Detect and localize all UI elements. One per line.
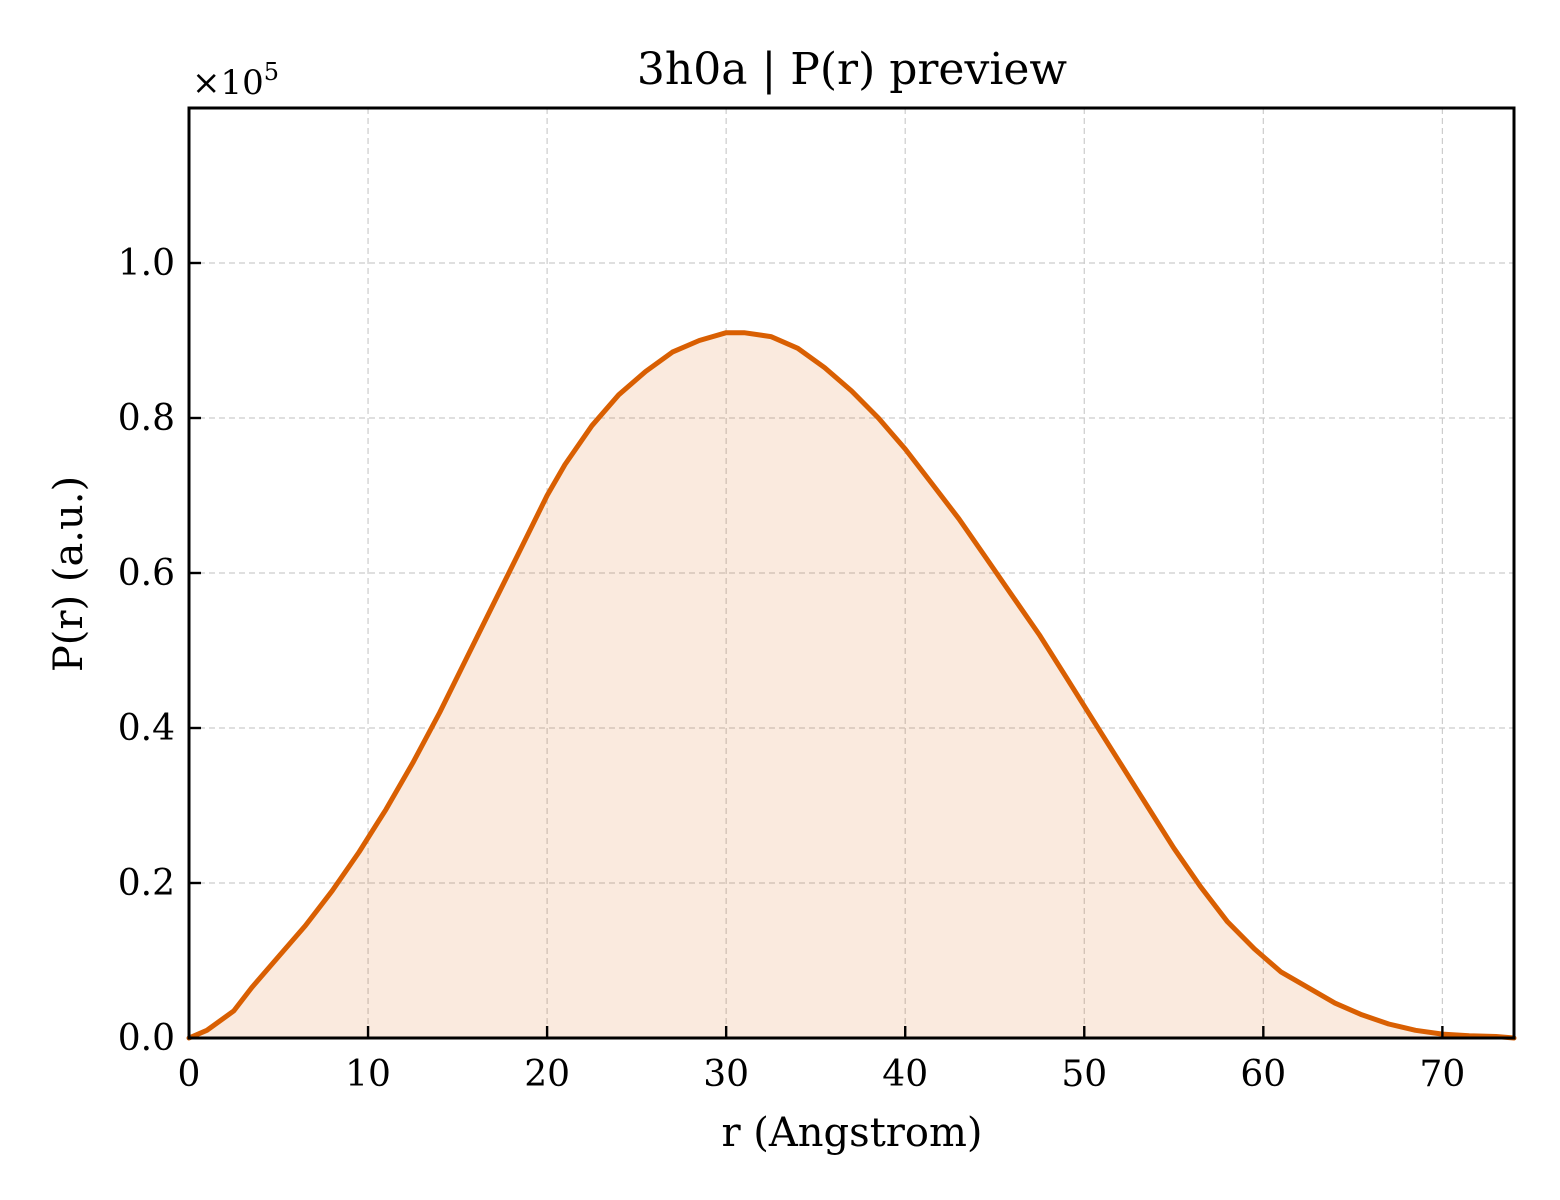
y-tick-label: 0.4 bbox=[118, 708, 175, 749]
y-ticks: 0.0 0.2 0.4 0.6 0.8 1.0 bbox=[118, 243, 201, 1059]
x-tick-label: 60 bbox=[1240, 1054, 1286, 1095]
y-tick-label: 0.8 bbox=[118, 398, 175, 439]
x-tick-label: 40 bbox=[882, 1054, 928, 1095]
y-tick-label: 0.2 bbox=[118, 863, 175, 904]
y-tick-label: 0.0 bbox=[118, 1018, 175, 1059]
series-line bbox=[186, 330, 1517, 1041]
y-axis-label: P(r) (a.u.) bbox=[46, 476, 92, 672]
chart-title: 3h0a | P(r) preview bbox=[637, 44, 1068, 95]
y-tick-label: 0.6 bbox=[118, 553, 175, 594]
y-multiplier-exponent: 5 bbox=[264, 58, 279, 86]
x-tick-label: 10 bbox=[345, 1054, 391, 1095]
x-tick-label: 70 bbox=[1419, 1054, 1465, 1095]
y-tick-label: 1.0 bbox=[118, 243, 175, 284]
y-multiplier: ×105 bbox=[192, 58, 279, 103]
x-tick-label: 30 bbox=[703, 1054, 749, 1095]
x-tick-label: 0 bbox=[178, 1054, 201, 1095]
x-axis-label: r (Angstrom) bbox=[721, 1110, 982, 1156]
x-ticks: 0 10 20 30 40 50 60 70 bbox=[178, 1026, 1465, 1095]
grid bbox=[189, 108, 1514, 1038]
y-multiplier-base: ×10 bbox=[192, 63, 264, 103]
x-tick-label: 20 bbox=[524, 1054, 570, 1095]
x-tick-label: 50 bbox=[1061, 1054, 1107, 1095]
